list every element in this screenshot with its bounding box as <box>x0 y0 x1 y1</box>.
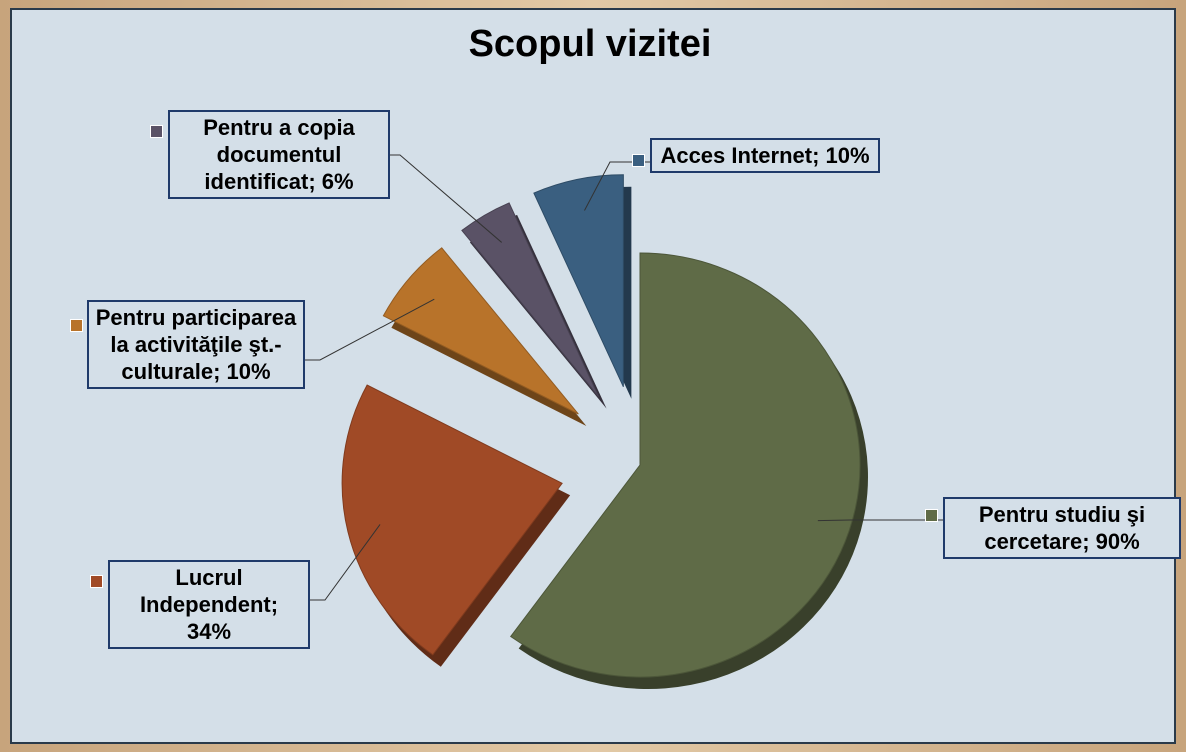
data-label: Lucrul Independent; 34% <box>108 560 310 649</box>
legend-key <box>70 319 83 332</box>
leader-line <box>817 519 943 522</box>
slice <box>382 247 579 415</box>
slice <box>509 252 861 678</box>
slice <box>461 202 600 397</box>
legend-key <box>90 575 103 588</box>
data-label: Pentru studiu şi cercetare; 90% <box>943 497 1181 559</box>
slice <box>341 384 563 656</box>
chart-title: Scopul vizitei <box>469 23 712 65</box>
data-label: Pentru participarea la activităţile şt.-… <box>87 300 305 389</box>
leader-line <box>390 154 503 243</box>
leader-line <box>305 298 435 361</box>
data-label: Pentru a copia documentul identificat; 6… <box>168 110 390 199</box>
legend-key <box>150 125 163 138</box>
legend-key <box>925 509 938 522</box>
data-label: Acces Internet; 10% <box>650 138 880 173</box>
slice <box>533 174 624 387</box>
legend-key <box>632 154 645 167</box>
